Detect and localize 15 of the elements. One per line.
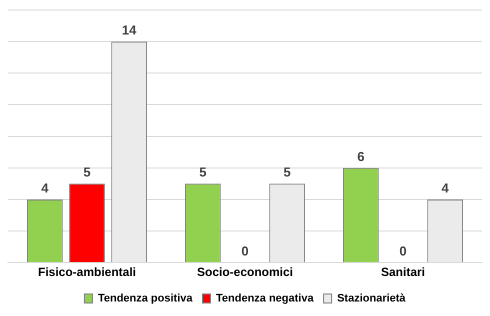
data-label: 14 — [122, 22, 138, 38]
legend-label: Tendenza positiva — [98, 292, 194, 305]
data-label: 5 — [199, 164, 206, 180]
data-label: 5 — [83, 164, 91, 180]
data-label: 0 — [399, 244, 407, 259]
data-label: 0 — [241, 244, 249, 259]
data-label: 4 — [41, 180, 50, 196]
legend-label: Tendenza negativa — [216, 292, 314, 305]
data-label: 5 — [284, 164, 291, 180]
x-tick-label: Fisico-ambientali — [38, 265, 136, 280]
x-tick-label: Socio-economici — [196, 265, 294, 280]
data-label: 4 — [442, 180, 450, 196]
x-tick-label: Sanitari — [380, 265, 426, 280]
data-label: 6 — [357, 148, 364, 164]
legend-label: Stazionarietà — [337, 292, 406, 305]
